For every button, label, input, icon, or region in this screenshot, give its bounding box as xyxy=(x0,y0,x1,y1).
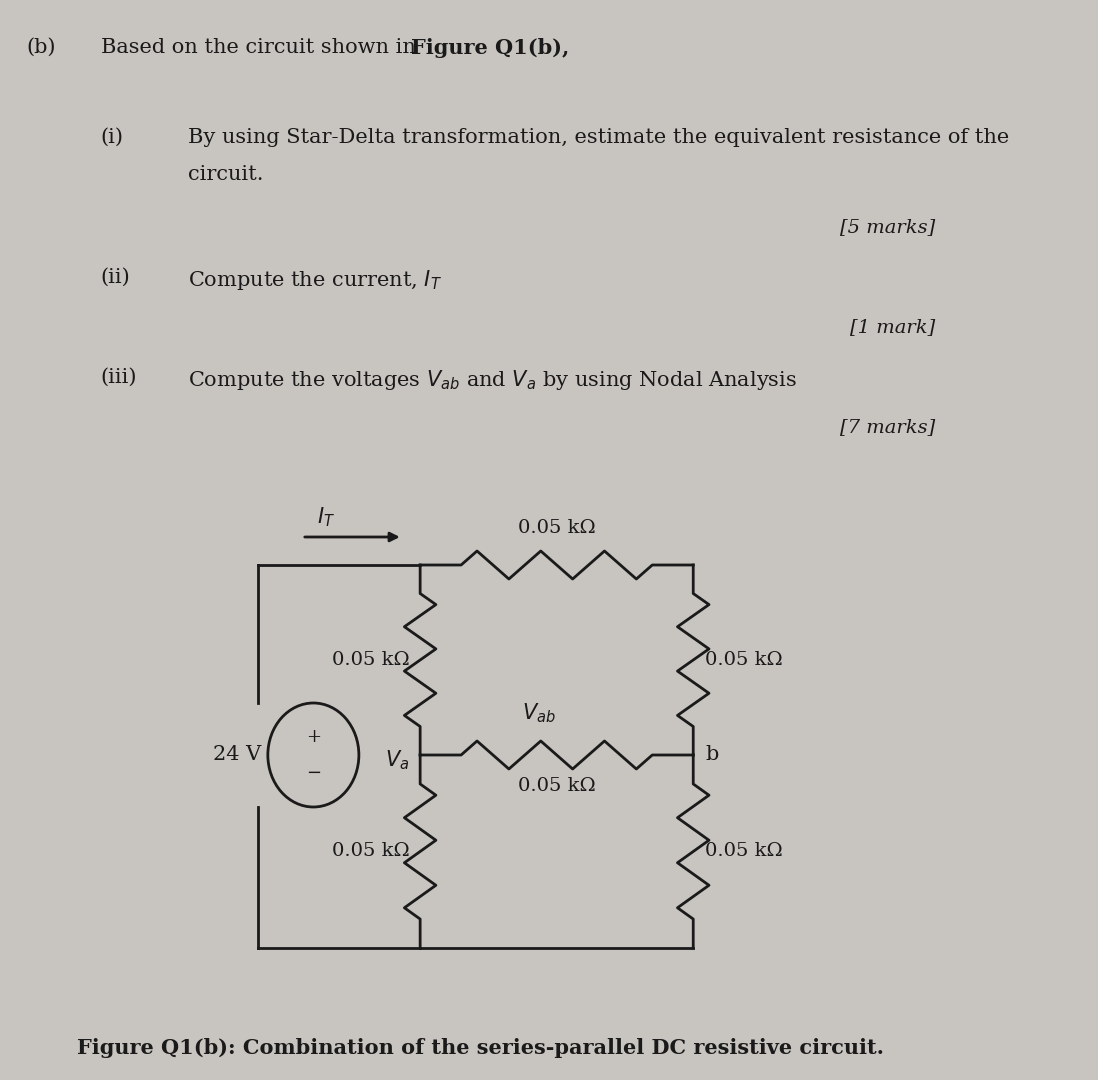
Text: (b): (b) xyxy=(26,38,56,57)
Text: 0.05 kΩ: 0.05 kΩ xyxy=(518,777,595,795)
Text: (iii): (iii) xyxy=(101,368,137,387)
Text: Compute the voltages $V_{ab}$ and $V_a$ by using Nodal Analysis: Compute the voltages $V_{ab}$ and $V_a$ … xyxy=(188,368,797,392)
Text: Compute the current, $I_T$: Compute the current, $I_T$ xyxy=(188,268,442,292)
Text: Based on the circuit shown in: Based on the circuit shown in xyxy=(101,38,422,57)
Text: By using Star-Delta transformation, estimate the equivalent resistance of the: By using Star-Delta transformation, esti… xyxy=(188,129,1009,147)
Text: circuit.: circuit. xyxy=(188,165,264,184)
Text: b: b xyxy=(706,745,719,765)
Text: 0.05 kΩ: 0.05 kΩ xyxy=(518,519,595,537)
Text: 0.05 kΩ: 0.05 kΩ xyxy=(706,651,783,669)
Text: 24 V: 24 V xyxy=(213,745,261,765)
Text: $I_T$: $I_T$ xyxy=(317,505,335,529)
Text: 0.05 kΩ: 0.05 kΩ xyxy=(706,842,783,861)
Text: Figure Q1(b): Combination of the series-parallel DC resistive circuit.: Figure Q1(b): Combination of the series-… xyxy=(77,1038,884,1058)
Text: +: + xyxy=(306,728,321,746)
Text: (ii): (ii) xyxy=(101,268,131,287)
Text: 0.05 kΩ: 0.05 kΩ xyxy=(332,651,410,669)
Text: (i): (i) xyxy=(101,129,124,147)
Text: $V_a$: $V_a$ xyxy=(385,748,410,772)
Text: $V_{ab}$: $V_{ab}$ xyxy=(523,701,556,725)
Text: [7 marks]: [7 marks] xyxy=(840,418,934,436)
Text: 0.05 kΩ: 0.05 kΩ xyxy=(332,842,410,861)
Text: −: − xyxy=(306,764,321,782)
Text: [1 mark]: [1 mark] xyxy=(850,318,934,336)
Text: Figure Q1(b),: Figure Q1(b), xyxy=(412,38,570,58)
Text: [5 marks]: [5 marks] xyxy=(840,218,934,237)
